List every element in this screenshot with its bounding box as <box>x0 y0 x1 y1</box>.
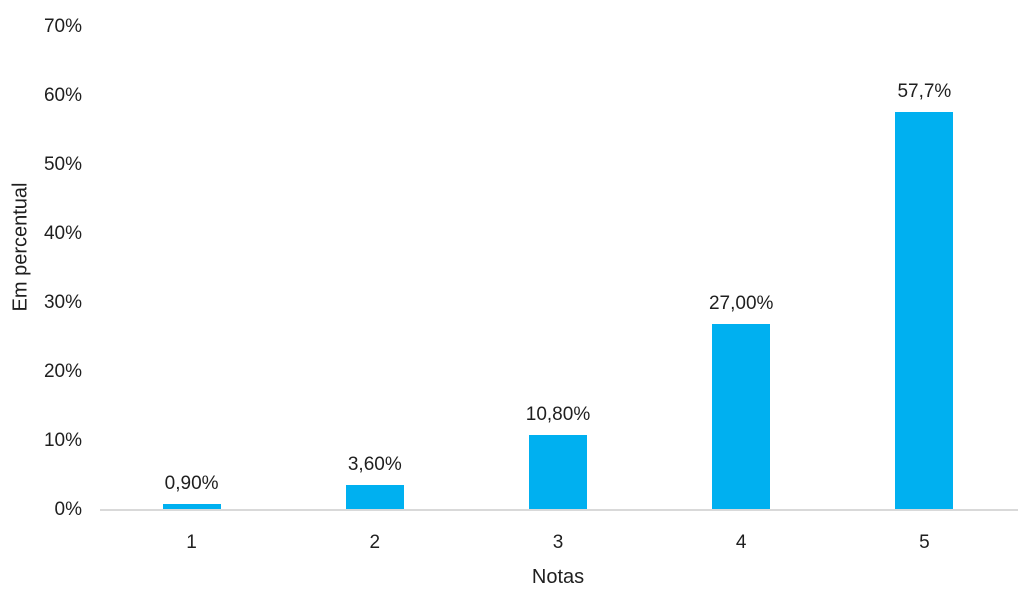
y-tick-label-70pct: 70% <box>43 16 82 37</box>
x-axis-title: Notas <box>531 566 585 588</box>
bar-nota-5 <box>895 111 954 510</box>
x-axis-line <box>100 509 1018 511</box>
data-label-nota-2: 3,60% <box>347 454 402 476</box>
y-tick-label-30pct: 30% <box>43 292 82 313</box>
y-tick-label-40pct: 40% <box>43 223 82 244</box>
y-axis-title: Em percentual <box>9 182 32 312</box>
y-tick-label-10pct: 10% <box>43 430 82 451</box>
x-tick-label-2: 2 <box>369 532 381 553</box>
data-label-nota-5: 57,7% <box>897 80 952 102</box>
x-tick-label-4: 4 <box>735 532 747 553</box>
y-tick-label-60pct: 60% <box>43 85 82 106</box>
y-tick-label-20pct: 20% <box>43 361 82 382</box>
data-label-nota-1: 0,90% <box>164 472 219 494</box>
x-tick-label-1: 1 <box>186 532 197 553</box>
bar-nota-1 <box>162 503 221 510</box>
bar-nota-2 <box>345 485 404 510</box>
y-tick-label-0pct: 0% <box>54 499 82 520</box>
data-label-nota-4: 27,00% <box>708 292 774 314</box>
bar-nota-4 <box>712 323 771 510</box>
bar-nota-3 <box>529 435 587 510</box>
x-tick-label-5: 5 <box>919 532 930 553</box>
x-tick-label-3: 3 <box>552 532 564 553</box>
y-tick-label-50pct: 50% <box>43 154 82 175</box>
data-label-nota-3: 10,80% <box>525 404 591 426</box>
